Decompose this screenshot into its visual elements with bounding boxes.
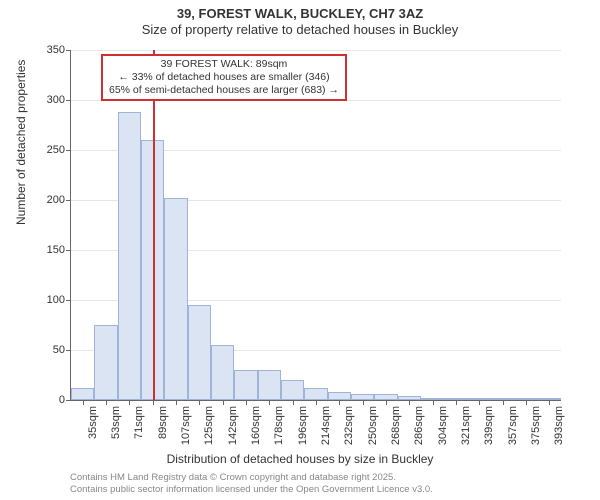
attribution-text: Contains HM Land Registry data © Crown c… <box>70 472 433 496</box>
y-tick-mark <box>66 350 71 351</box>
x-tick-label: 196sqm <box>297 406 309 445</box>
histogram-bar <box>258 370 281 400</box>
x-tick-mark <box>269 400 270 405</box>
x-tick-mark <box>176 400 177 405</box>
x-tick-mark <box>339 400 340 405</box>
x-tick-mark <box>316 400 317 405</box>
x-tick-mark <box>106 400 107 405</box>
x-tick-label: 71sqm <box>133 406 145 439</box>
x-tick-mark <box>549 400 550 405</box>
y-tick-label: 200 <box>25 194 65 206</box>
x-tick-mark <box>223 400 224 405</box>
x-tick-label: 232sqm <box>343 406 355 445</box>
histogram-bar <box>164 198 187 400</box>
reference-line <box>153 50 155 400</box>
x-tick-label: 375sqm <box>530 406 542 445</box>
y-tick-mark <box>66 250 71 251</box>
x-tick-label: 107sqm <box>180 406 192 445</box>
x-tick-label: 178sqm <box>273 406 285 445</box>
x-tick-mark <box>363 400 364 405</box>
chart-area: 05010015020025030035035sqm53sqm71sqm89sq… <box>70 50 560 400</box>
y-tick-mark <box>66 100 71 101</box>
x-tick-mark <box>433 400 434 405</box>
chart-subtitle: Size of property relative to detached ho… <box>0 22 600 37</box>
x-tick-mark <box>409 400 410 405</box>
x-tick-label: 214sqm <box>320 406 332 445</box>
callout-line-0: 39 FOREST WALK: 89sqm <box>109 58 339 71</box>
x-tick-label: 304sqm <box>437 406 449 445</box>
attribution-line-2: Contains public sector information licen… <box>70 484 433 496</box>
x-tick-label: 339sqm <box>483 406 495 445</box>
histogram-bar <box>118 112 141 400</box>
y-tick-label: 300 <box>25 94 65 106</box>
x-tick-mark <box>153 400 154 405</box>
x-tick-label: 125sqm <box>203 406 215 445</box>
chart-title: 39, FOREST WALK, BUCKLEY, CH7 3AZ <box>0 6 600 21</box>
x-tick-mark <box>479 400 480 405</box>
y-tick-label: 350 <box>25 44 65 56</box>
histogram-bar <box>304 388 327 400</box>
attribution-line-1: Contains HM Land Registry data © Crown c… <box>70 472 433 484</box>
histogram-bar <box>234 370 257 400</box>
histogram-bar <box>188 305 211 400</box>
y-tick-label: 50 <box>25 344 65 356</box>
histogram-bar <box>328 392 351 400</box>
histogram-bar <box>71 388 94 400</box>
y-tick-label: 150 <box>25 244 65 256</box>
x-tick-label: 268sqm <box>390 406 402 445</box>
y-tick-mark <box>66 400 71 401</box>
y-tick-mark <box>66 150 71 151</box>
x-tick-label: 53sqm <box>110 406 122 439</box>
plot-region: 05010015020025030035035sqm53sqm71sqm89sq… <box>70 50 561 401</box>
x-tick-mark <box>199 400 200 405</box>
x-tick-label: 250sqm <box>367 406 379 445</box>
x-axis-label: Distribution of detached houses by size … <box>0 452 600 466</box>
histogram-bar <box>211 345 234 400</box>
chart-header: 39, FOREST WALK, BUCKLEY, CH7 3AZ Size o… <box>0 0 600 37</box>
grid-line <box>71 50 561 51</box>
histogram-bar <box>281 380 304 400</box>
x-tick-mark <box>129 400 130 405</box>
callout-box: 39 FOREST WALK: 89sqm← 33% of detached h… <box>101 54 347 101</box>
x-tick-mark <box>293 400 294 405</box>
y-tick-mark <box>66 50 71 51</box>
y-tick-label: 250 <box>25 144 65 156</box>
x-tick-label: 89sqm <box>157 406 169 439</box>
y-tick-label: 0 <box>25 394 65 406</box>
histogram-bar <box>94 325 117 400</box>
x-tick-mark <box>386 400 387 405</box>
x-tick-mark <box>456 400 457 405</box>
x-tick-mark <box>503 400 504 405</box>
x-tick-label: 357sqm <box>507 406 519 445</box>
y-tick-label: 100 <box>25 294 65 306</box>
y-tick-mark <box>66 300 71 301</box>
y-tick-mark <box>66 200 71 201</box>
callout-line-1: ← 33% of detached houses are smaller (34… <box>109 71 339 84</box>
x-tick-label: 160sqm <box>250 406 262 445</box>
x-tick-mark <box>246 400 247 405</box>
x-tick-label: 142sqm <box>227 406 239 445</box>
x-tick-label: 393sqm <box>553 406 565 445</box>
x-tick-mark <box>526 400 527 405</box>
callout-line-2: 65% of semi-detached houses are larger (… <box>109 84 339 97</box>
x-tick-label: 35sqm <box>87 406 99 439</box>
x-tick-mark <box>83 400 84 405</box>
x-tick-label: 286sqm <box>413 406 425 445</box>
x-tick-label: 321sqm <box>460 406 472 445</box>
